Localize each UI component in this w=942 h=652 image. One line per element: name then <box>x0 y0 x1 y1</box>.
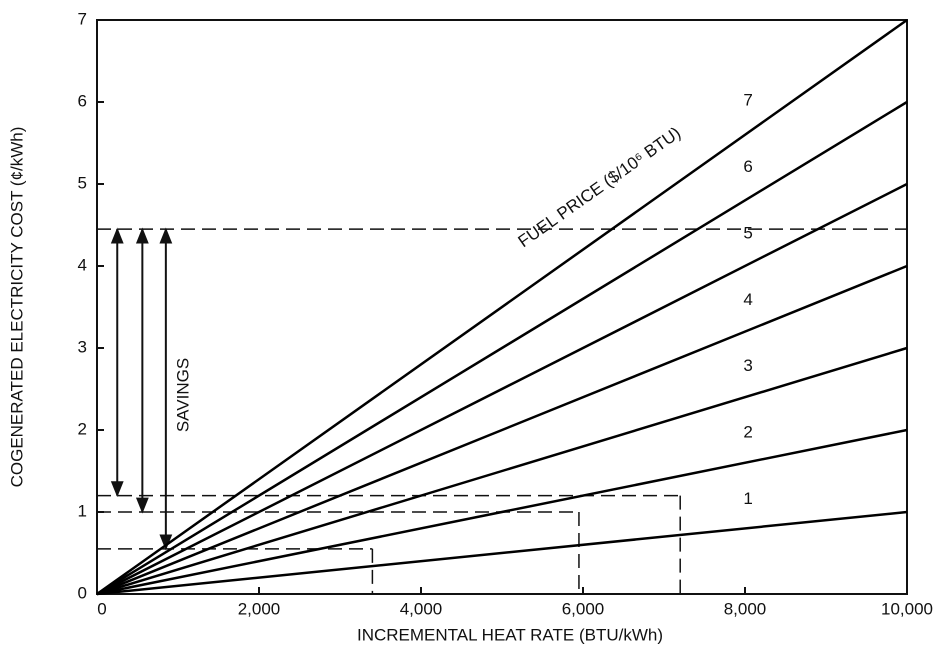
x-tick-label: 4,000 <box>400 599 443 618</box>
fuel-price-line <box>96 510 908 596</box>
fuel-price-line <box>96 346 908 596</box>
annotation: SAVINGS <box>173 358 192 432</box>
line-label: 5 <box>743 223 752 242</box>
x-tick-label: 2,000 <box>238 599 281 618</box>
x-tick-label: 10,000 <box>881 599 933 618</box>
legend-title: FUEL PRICE ($/10⁶ BTU) <box>515 123 685 251</box>
y-tick-label: 5 <box>78 173 87 192</box>
y-tick-label: 0 <box>78 583 87 602</box>
line-label: 4 <box>743 290 752 309</box>
line-label: 3 <box>743 356 752 375</box>
x-tick-label: 8,000 <box>724 599 767 618</box>
line-label: 1 <box>743 489 752 508</box>
y-tick-label: 7 <box>78 9 87 28</box>
x-axis-label: INCREMENTAL HEAT RATE (BTU/kWh) <box>357 625 663 644</box>
fuel-price-line <box>96 100 908 596</box>
y-tick-label: 3 <box>78 337 87 356</box>
y-tick-label: 4 <box>78 255 87 274</box>
line-label: 7 <box>743 91 752 110</box>
fuel-price-line <box>96 264 908 596</box>
x-tick-label: 6,000 <box>562 599 605 618</box>
fuel-price-line <box>96 182 908 596</box>
line-label: 6 <box>743 157 752 176</box>
y-tick-label: 2 <box>78 419 87 438</box>
fuel-price-line <box>96 428 908 596</box>
y-axis-label: COGENERATED ELECTRICITY COST (¢/kWh) <box>7 127 26 488</box>
y-tick-label: 6 <box>78 91 87 110</box>
plot-frame <box>96 19 908 595</box>
fuel-price-line <box>96 18 908 596</box>
x-tick-label: 0 <box>97 599 106 618</box>
line-label: 2 <box>743 423 752 442</box>
y-tick-label: 1 <box>78 501 87 520</box>
